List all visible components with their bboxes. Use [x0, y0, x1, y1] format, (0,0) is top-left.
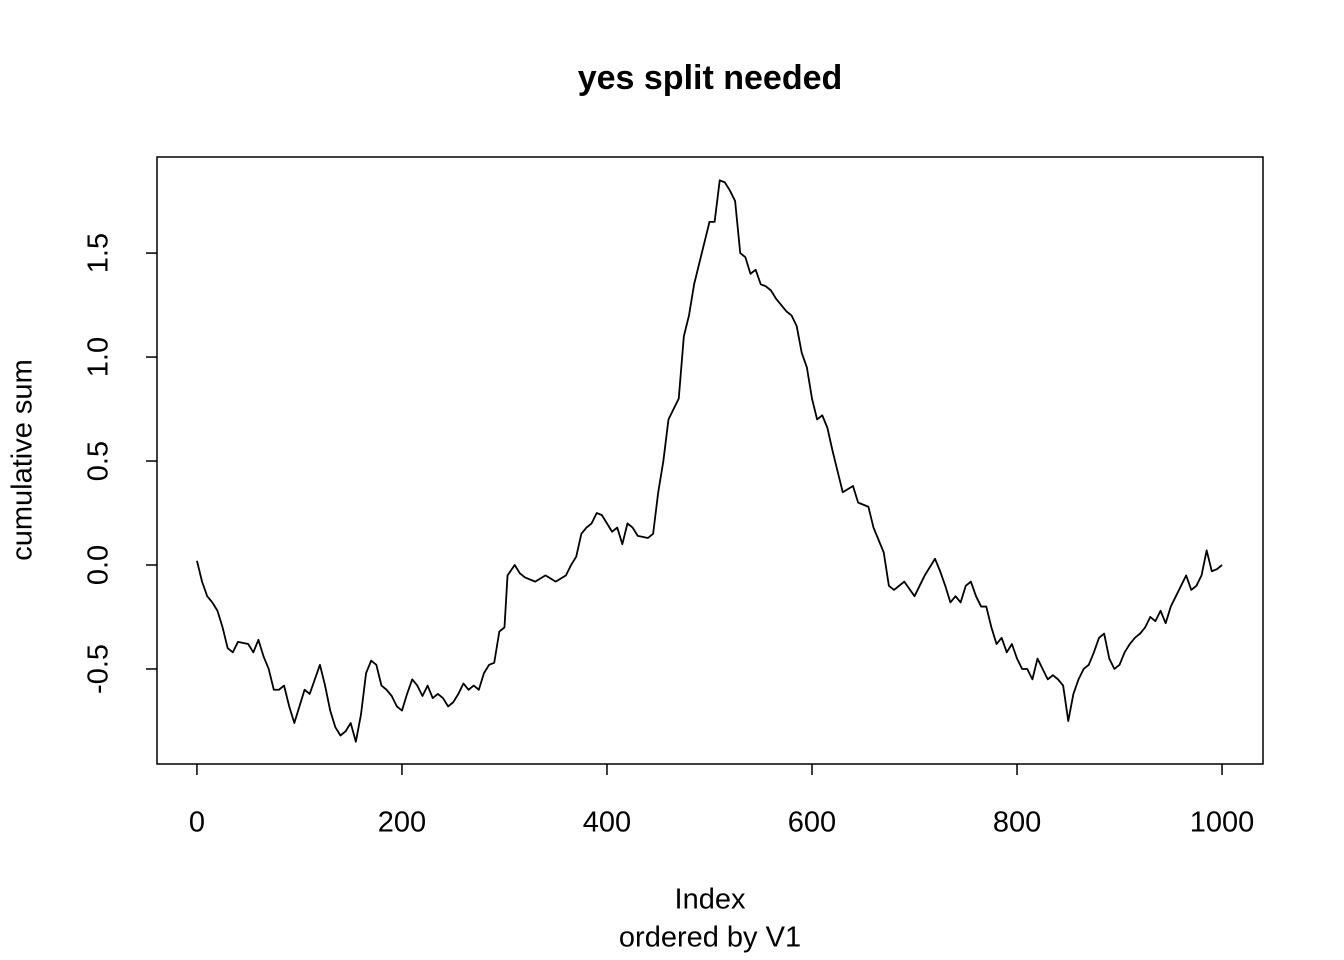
x-tick-label: 800: [993, 807, 1041, 839]
chart-title: yes split needed: [578, 59, 843, 97]
y-tick-label: 1.0: [83, 337, 115, 377]
x-tick-label: 1000: [1190, 807, 1255, 839]
subtitle: ordered by V1: [619, 922, 801, 954]
y-tick-label: 1.5: [83, 233, 115, 273]
x-axis-label: Index: [675, 884, 746, 916]
x-tick-label: 400: [583, 807, 631, 839]
x-tick-label: 200: [378, 807, 426, 839]
y-tick-label: 0.5: [83, 441, 115, 481]
x-tick-label: 0: [189, 807, 205, 839]
x-tick-label: 600: [788, 807, 836, 839]
y-tick-label: -0.5: [83, 644, 115, 694]
data-line: [196, 179, 1223, 743]
y-axis-label: cumulative sum: [7, 359, 39, 560]
y-tick-label: 0.0: [83, 545, 115, 585]
